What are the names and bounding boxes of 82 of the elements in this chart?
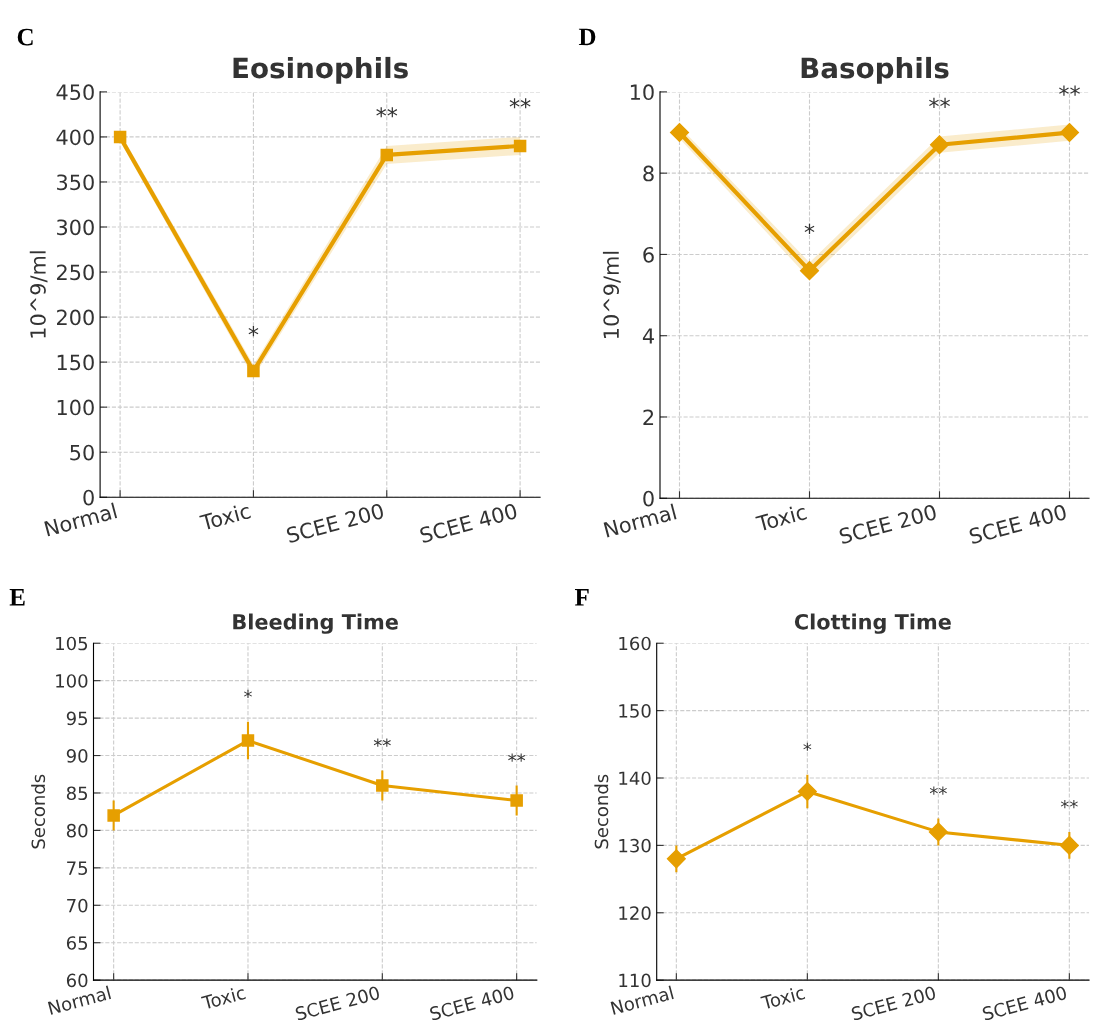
chart-title: Bleeding Time <box>233 613 398 634</box>
x-tick-label: SCEE 200 <box>285 502 385 544</box>
text: D <box>578 28 596 46</box>
y-tick-label: 110 <box>619 973 651 988</box>
y-tick-label: 130 <box>619 838 651 853</box>
y-tick-label: 450 <box>56 84 94 101</box>
annotation: ** <box>376 107 398 118</box>
y-tick-label: 250 <box>57 264 94 281</box>
y-tick-label: 75 <box>67 861 88 875</box>
point <box>380 148 394 162</box>
point <box>797 781 817 802</box>
y-tick-label: 10 <box>630 84 654 101</box>
x-tick-label: Toxic <box>755 503 808 532</box>
annotation: * <box>804 223 815 234</box>
x-tick-label: SCEE 400 <box>429 985 515 1021</box>
y-axis-title: 10^9/ml <box>29 251 48 338</box>
annotation: ** <box>1059 85 1080 96</box>
point <box>107 809 120 822</box>
y-tick-label: 70 <box>67 898 88 913</box>
y-tick-label: 150 <box>619 704 651 718</box>
x-tick-label: SCEE 400 <box>981 985 1068 1021</box>
y-tick-label: 2 <box>643 409 654 425</box>
annotation: ** <box>509 98 531 109</box>
y-tick-label: 300 <box>57 219 94 236</box>
text: F <box>574 589 589 606</box>
y-tick-label: 4 <box>642 328 654 344</box>
y-tick-label: 105 <box>56 636 88 651</box>
annotation: * <box>803 742 812 751</box>
y-tick-label: 85 <box>66 786 88 801</box>
y-tick-label: 100 <box>56 674 88 688</box>
point <box>799 261 820 281</box>
y-tick-label: 120 <box>619 906 651 920</box>
chart-title: Clotting Time <box>794 613 951 634</box>
y-tick-label: 80 <box>66 823 88 838</box>
x-tick-label: SCEE 200 <box>294 985 381 1021</box>
x-tick-label: Toxic <box>199 502 252 531</box>
point <box>513 139 527 153</box>
y-tick-label: 50 <box>70 444 94 461</box>
x-tick-label: Toxic <box>760 985 806 1010</box>
point <box>376 779 389 792</box>
y-tick-label: 200 <box>57 309 94 326</box>
y-tick-label: 140 <box>619 771 651 786</box>
y-tick-label: 8 <box>643 165 654 182</box>
point <box>1059 835 1079 855</box>
point <box>666 849 686 869</box>
point <box>247 364 260 378</box>
y-tick-label: 6 <box>643 246 654 263</box>
annotation: ** <box>373 738 391 747</box>
annotation: ** <box>929 97 950 108</box>
x-tick-label: SCEE 200 <box>850 985 937 1021</box>
x-tick-label: SCEE 400 <box>419 502 518 544</box>
point <box>510 794 523 807</box>
y-tick-label: 95 <box>66 711 88 726</box>
y-tick-label: 150 <box>57 354 94 371</box>
y-tick-label: 90 <box>66 749 88 763</box>
annotation: ** <box>929 786 947 795</box>
text: C <box>17 28 33 46</box>
y-tick-label: 400 <box>56 129 94 146</box>
text: E <box>9 589 25 606</box>
chart-title: Basophils <box>801 56 949 84</box>
annotation: ** <box>1060 799 1078 809</box>
x-tick-label: Normal <box>610 985 674 1015</box>
point <box>241 734 255 747</box>
x-tick-label: Toxic <box>200 985 246 1010</box>
y-tick-label: 65 <box>66 936 88 950</box>
x-tick-label: SCEE 200 <box>838 503 938 545</box>
annotation: ** <box>508 753 526 762</box>
y-tick-label: 350 <box>57 174 94 191</box>
x-tick-label: SCEE 400 <box>968 503 1068 545</box>
annotation: * <box>248 326 259 337</box>
point <box>669 122 690 143</box>
y-tick-label: 100 <box>57 399 94 416</box>
y-axis-title: Seconds <box>31 774 46 849</box>
y-axis-title: 10^9/ml <box>602 251 621 338</box>
chart-title: Eosinophils <box>233 56 408 84</box>
y-axis-title: Seconds <box>594 774 609 849</box>
point <box>113 130 127 144</box>
point <box>1059 122 1080 143</box>
annotation: * <box>244 689 252 699</box>
point <box>929 135 950 155</box>
point <box>928 822 948 842</box>
y-tick-label: 160 <box>619 636 651 651</box>
